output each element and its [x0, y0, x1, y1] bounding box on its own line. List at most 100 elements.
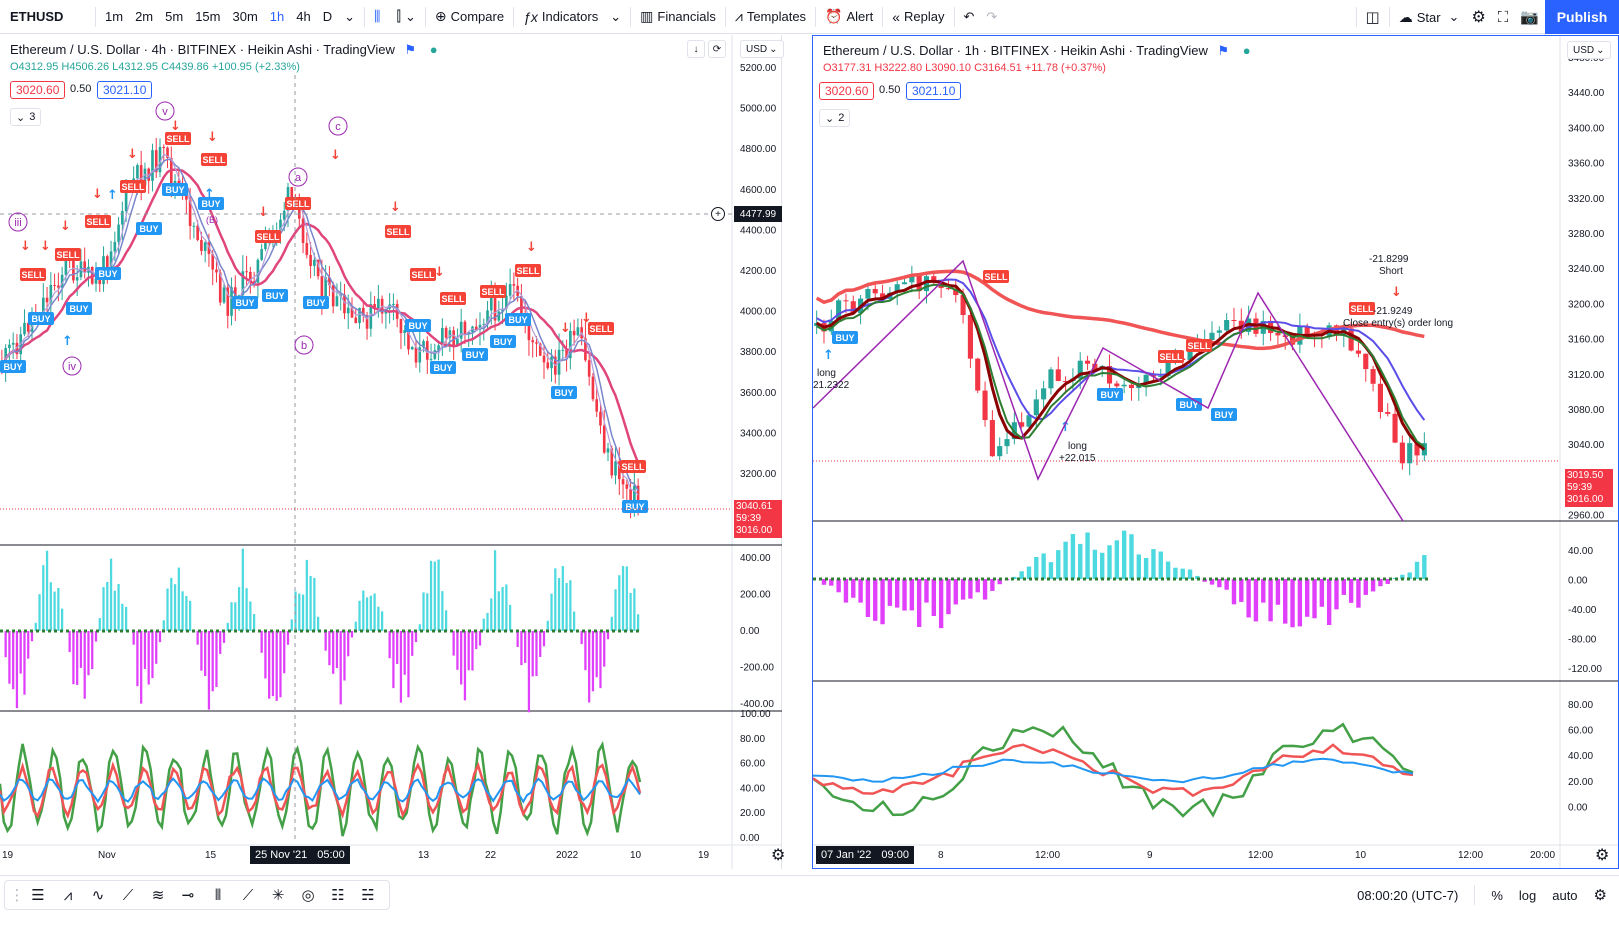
- arrow-down-icon: ↓: [258, 205, 269, 220]
- candle-body: [505, 295, 508, 309]
- interval-30m[interactable]: 30m: [232, 9, 258, 24]
- drag-handle-icon[interactable]: ⋮: [9, 887, 25, 904]
- candle-body: [1363, 353, 1369, 370]
- right-chart-pane[interactable]: 3480.003440.003400.003360.003320.003280.…: [812, 35, 1619, 869]
- indicator-collapse-button[interactable]: ⌄ 3: [10, 108, 42, 126]
- trade-annotation: long: [1068, 441, 1087, 452]
- gear-icon[interactable]: ⚙: [1595, 847, 1610, 864]
- candle-body: [301, 218, 305, 244]
- sell-signal: SELL: [620, 460, 646, 473]
- alert-button[interactable]: ⏰ Alert: [819, 0, 879, 34]
- add-alert-icon[interactable]: +: [711, 207, 725, 221]
- price-axis-label: 3240.00: [1568, 264, 1605, 275]
- chart-type-button[interactable]: ⫿ ⌄: [390, 0, 421, 34]
- scroll-down-button[interactable]: ↓: [687, 40, 705, 58]
- divider: [815, 6, 817, 27]
- candle-body: [252, 281, 256, 283]
- arc-tool-icon[interactable]: ◎: [301, 887, 315, 904]
- settings-button[interactable]: ⚙: [1594, 886, 1607, 904]
- right-chart-canvas[interactable]: 3480.003440.003400.003360.003320.003280.…: [813, 36, 1618, 868]
- horizontal-ray-icon[interactable]: ⊸: [181, 887, 195, 904]
- interval-1h[interactable]: 1h: [269, 9, 285, 24]
- wave-label-circle: [288, 167, 308, 187]
- candle-body: [1392, 413, 1398, 443]
- wave-label-circle: [155, 101, 175, 121]
- interval-5m[interactable]: 5m: [165, 9, 184, 24]
- trade-annotation: long: [817, 368, 836, 379]
- replay-button[interactable]: «Replay: [886, 0, 950, 34]
- sell-button[interactable]: 3020.60: [819, 82, 875, 100]
- candle-body: [474, 326, 478, 330]
- indicators-button[interactable]: ƒx Indicators: [517, 0, 604, 34]
- interval-d[interactable]: D: [322, 9, 333, 24]
- fullscreen-button[interactable]: ⛶: [1492, 0, 1515, 34]
- interval-2m[interactable]: 2m: [135, 9, 154, 24]
- currency-button[interactable]: USD ⌄: [1567, 41, 1611, 59]
- compare-button[interactable]: ⊕ Compare: [429, 0, 510, 34]
- signal-label: BUY: [433, 363, 452, 373]
- rsi-axis-label: 100.00: [740, 709, 771, 720]
- signal-label: BUY: [265, 291, 284, 301]
- interval-4h[interactable]: 4h: [296, 9, 311, 24]
- layout-button[interactable]: ◫: [1360, 0, 1386, 34]
- oscillator-line: [813, 722, 1414, 818]
- buy-signal: BUY: [505, 313, 531, 326]
- trend-line-icon[interactable]: ⟋: [122, 886, 134, 904]
- left-chart-pane[interactable]: 5200.00 5000.00 4800.00 4600.00 4400.00 4200.…: [0, 35, 786, 869]
- drawing-toolbar: ⋮ ☰ ⩘ ∿ ⟋ ≋ ⊸ ⫴ ⟋ ✳ ◎ ☷ ☵: [4, 880, 390, 910]
- signal-label: BUY: [235, 298, 254, 308]
- indicators-dropdown[interactable]: ⌄: [604, 0, 627, 34]
- maximize-pane-button[interactable]: ⟳: [708, 40, 726, 58]
- signal-box: [262, 289, 288, 302]
- candle-body: [173, 180, 177, 184]
- ray-icon[interactable]: ⟋: [242, 886, 254, 904]
- settings-button[interactable]: ⚙: [1465, 0, 1491, 34]
- channel-tool-icon[interactable]: ≋: [151, 887, 165, 904]
- auto-toggle[interactable]: auto: [1552, 887, 1578, 903]
- interval-1m[interactable]: 1m: [105, 9, 124, 24]
- candle-body: [1055, 369, 1061, 382]
- gann-tool-icon[interactable]: ☵: [361, 887, 375, 904]
- bar-style-button[interactable]: ⫼: [368, 0, 390, 34]
- sell-signal: SELL: [480, 285, 506, 298]
- sell-signal: SELL: [410, 268, 436, 281]
- currency-button[interactable]: USD ⌄: [740, 40, 784, 58]
- buy-button[interactable]: 3021.10: [906, 82, 962, 100]
- signal-label: BUY: [201, 199, 220, 209]
- financials-button[interactable]: ▥ Financials: [634, 0, 722, 34]
- pattern-tool-icon[interactable]: ✳: [271, 887, 285, 904]
- candle-body: [166, 147, 169, 159]
- log-toggle[interactable]: log: [1518, 887, 1537, 903]
- sell-signal: SELL: [440, 292, 466, 305]
- clock-time[interactable]: 08:00:20 (UTC-7): [1357, 887, 1459, 903]
- fib-tool-icon[interactable]: ☷: [331, 887, 345, 904]
- candle-body: [346, 307, 350, 314]
- candle-body: [497, 311, 501, 321]
- templates-button[interactable]: ⩘ Templates: [729, 0, 812, 34]
- lines-tool-icon[interactable]: ☰: [31, 887, 45, 904]
- collapsed-count: 3: [29, 111, 36, 123]
- sell-button[interactable]: 3020.60: [10, 81, 66, 99]
- left-chart-canvas[interactable]: 5200.00 5000.00 4800.00 4600.00 4400.00 4200.…: [0, 35, 782, 869]
- rsi-axis-label: 40.00: [1568, 751, 1593, 762]
- redo-button[interactable]: ↷: [980, 0, 1003, 34]
- indicator-collapse-button[interactable]: ⌄ 2: [819, 109, 851, 127]
- last-price: 3040.61: [736, 501, 773, 512]
- candle-body: [433, 350, 437, 359]
- zigzag-tool-icon[interactable]: ⩘: [63, 886, 73, 904]
- gear-icon[interactable]: ⚙: [771, 847, 786, 864]
- interval-dropdown[interactable]: ⌄: [338, 0, 361, 34]
- undo-button[interactable]: ↶: [958, 0, 981, 34]
- percent-toggle[interactable]: %: [1491, 887, 1503, 903]
- symbol-search[interactable]: ETHUSD: [10, 9, 64, 24]
- interval-15m[interactable]: 15m: [195, 9, 221, 24]
- signal-box: [430, 361, 456, 374]
- buy-button[interactable]: 3021.10: [97, 81, 153, 99]
- publish-button[interactable]: Publish: [1545, 0, 1619, 34]
- vertical-lines-icon[interactable]: ⫴: [214, 886, 222, 904]
- chart-title: Ethereum / U.S. Dollar · 4h · BITFINEX ·…: [10, 42, 438, 58]
- layout-name-button[interactable]: ☁ Star ⌄: [1393, 0, 1466, 34]
- screenshot-button[interactable]: 📷: [1514, 0, 1545, 34]
- wave-tool-icon[interactable]: ∿: [91, 887, 105, 904]
- price-axis-label: 3440.00: [1568, 88, 1605, 99]
